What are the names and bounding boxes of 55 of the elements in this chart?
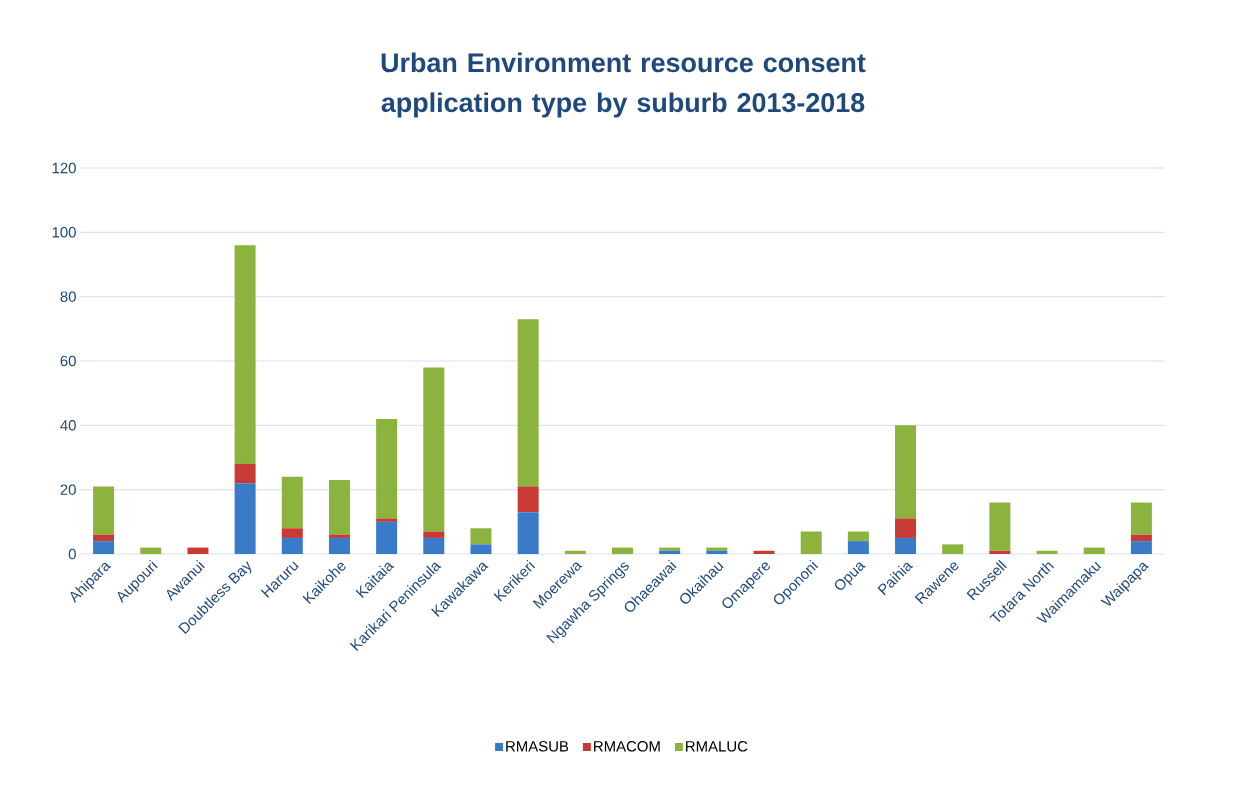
bar [93, 486, 115, 535]
chart-title: Urban Environment resource consent application type by suburb 2013-2018 [381, 52, 866, 118]
bar [328, 537, 350, 555]
bar [187, 547, 209, 555]
bar [423, 531, 445, 538]
bar [564, 550, 586, 555]
bar [234, 463, 256, 484]
legend-label: RMALUC [686, 741, 748, 752]
bar [1083, 547, 1105, 555]
bar [93, 534, 115, 542]
y-tick-label: 40 [60, 420, 76, 431]
bar [376, 418, 398, 519]
bar [376, 521, 398, 555]
bar [470, 528, 492, 545]
bar [517, 512, 539, 555]
bar [659, 550, 681, 555]
y-tick-label: 120 [52, 162, 76, 174]
bar [895, 537, 917, 555]
bar [1036, 550, 1058, 555]
y-tick-label: 0 [68, 548, 76, 560]
bar [1130, 541, 1152, 555]
bar [376, 518, 398, 522]
bar [423, 367, 445, 532]
y-tick-label: 20 [60, 484, 76, 495]
y-tick-label: 100 [52, 227, 76, 238]
bar [1130, 534, 1152, 542]
bar [328, 534, 350, 538]
y-tick-label: 80 [60, 291, 76, 302]
bar [895, 425, 917, 519]
bar [328, 480, 350, 535]
bar [847, 541, 869, 555]
bar [800, 531, 822, 555]
bar [517, 486, 539, 513]
bar [611, 547, 633, 555]
bar [281, 537, 303, 555]
bar [470, 544, 492, 555]
bar [281, 476, 303, 529]
bar [1130, 502, 1152, 535]
legend-label: RMACOM [594, 741, 660, 752]
bar [517, 319, 539, 487]
bar [140, 547, 162, 555]
bar [989, 502, 1011, 551]
bar [942, 544, 964, 555]
bar [989, 550, 1011, 555]
bar [847, 531, 869, 542]
bar [423, 537, 445, 555]
bar [706, 550, 728, 555]
bar [753, 550, 775, 555]
bar [281, 528, 303, 538]
bar [234, 483, 256, 555]
legend-label: RMASUB [506, 741, 569, 752]
bar [234, 245, 256, 464]
y-tick-label: 60 [60, 355, 76, 367]
bar [93, 541, 115, 555]
bar [895, 518, 917, 538]
